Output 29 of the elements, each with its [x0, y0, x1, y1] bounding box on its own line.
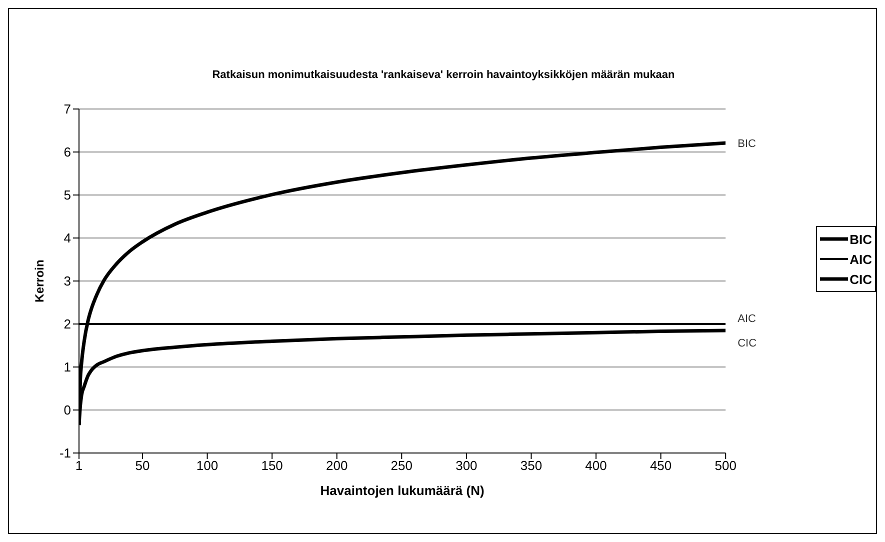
x-tick-label: 400 [585, 458, 607, 474]
x-tick-label: 500 [714, 458, 736, 474]
chart-title: Ratkaisun monimutkaisuudesta 'rankaiseva' kerroin havaintoyksikköjen määrän mukaan [211, 69, 676, 81]
legend-label: BIC [850, 232, 872, 246]
x-tick-label: 1 [75, 458, 83, 474]
y-tick-label: 1 [64, 360, 71, 375]
y-axis-title: Kerroin [32, 260, 46, 302]
text: BIC [738, 138, 756, 150]
legend-label: AIC [850, 252, 872, 266]
x-tick-label: 250 [390, 458, 413, 474]
y-tick-label: 0 [64, 402, 71, 418]
y-tick-label: 3 [64, 274, 71, 289]
legend-label: CIC [850, 272, 872, 286]
text: AIC [738, 313, 756, 325]
y-tick-label: 6 [64, 144, 71, 160]
x-tick-label: 450 [650, 458, 672, 474]
y-tick-label: 4 [64, 230, 71, 246]
y-tick-label: -1 [59, 446, 71, 461]
text: CIC [738, 337, 757, 350]
y-tick-label: 2 [64, 316, 71, 332]
x-tick-label: 150 [261, 458, 283, 474]
y-tick-label: 5 [64, 188, 71, 203]
x-tick-label: 350 [520, 458, 542, 474]
x-tick-label: 300 [456, 458, 478, 474]
y-tick-label: 7 [64, 102, 71, 117]
x-tick-label: 100 [196, 458, 218, 474]
x-axis-title: Havaintojen lukumäärä (N) [320, 483, 484, 498]
x-tick-label: 50 [135, 458, 150, 474]
x-tick-label: 200 [326, 458, 348, 474]
